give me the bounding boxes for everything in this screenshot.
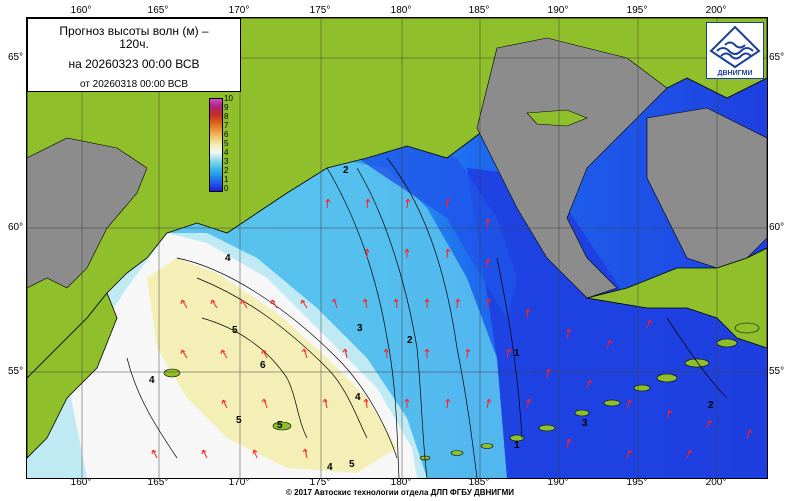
colorbar-tick: 3 <box>224 157 229 166</box>
lon-label-bottom: 160° <box>70 477 92 488</box>
land-alaska <box>586 247 767 349</box>
contour-label: 2 <box>407 335 413 346</box>
lon-label-bottom: 175° <box>309 477 331 488</box>
contour-label: 4 <box>225 253 231 264</box>
grid-lines <box>27 18 767 478</box>
title-forecast-date: на 20260323 00:00 ВСВ <box>68 57 200 71</box>
aleutian-islands <box>163 322 760 461</box>
contour-label-group: 4 5 6 5 4 3 2 1 1 2 3 2 4 5 5 4 <box>149 165 714 473</box>
lon-label-top: 190° <box>547 5 569 16</box>
lat-label-right: 65° <box>769 52 785 63</box>
lat-label-right: 55° <box>769 366 785 377</box>
map-canvas: 4 5 6 5 4 3 2 1 1 2 3 2 4 5 5 4 <box>27 18 767 478</box>
lon-label-bottom: 185° <box>468 477 490 488</box>
contour-label: 5 <box>277 420 283 431</box>
wave-height-colorbar <box>209 98 223 192</box>
lat-label-left: 60° <box>8 222 24 233</box>
contour-label: 5 <box>232 325 238 336</box>
logo-text: ДВНИГМИ <box>718 70 753 77</box>
contour-label: 3 <box>582 418 588 429</box>
sea-band-sand <box>147 258 397 473</box>
contour-label: 3 <box>357 323 363 334</box>
lon-label-bottom: 200° <box>705 477 727 488</box>
lon-label-top: 165° <box>147 5 169 16</box>
contour-label: 4 <box>327 462 333 473</box>
copyright-credit: © 2017 Автоскис технологии отдела ДЛП ФГ… <box>286 488 514 497</box>
contour-label: 4 <box>149 375 155 386</box>
colorbar-tick: 8 <box>224 112 229 121</box>
land-kamchatka <box>27 292 118 459</box>
lon-label-bottom: 180° <box>390 477 412 488</box>
colorbar-tick: 4 <box>224 148 229 157</box>
lon-label-top: 200° <box>705 5 727 16</box>
island-st-lawrence <box>526 109 588 127</box>
colorbar-tick: 2 <box>224 166 229 175</box>
colorbar-tick: 6 <box>224 130 229 139</box>
contour-label: 2 <box>708 400 714 411</box>
lon-label-top: 180° <box>390 5 412 16</box>
title-line1: Прогноз высоты волн (м) –120ч. <box>59 24 209 51</box>
colorbar-tick: 1 <box>224 175 229 184</box>
title-box: Прогноз высоты волн (м) –120ч. на 202603… <box>27 18 241 92</box>
colorbar-tick: 7 <box>224 121 229 130</box>
dvnigmi-logo-icon: ДВНИГМИ <box>706 22 764 79</box>
colorbar-tick: 5 <box>224 139 229 148</box>
contour-label: 5 <box>349 459 355 470</box>
lat-label-left: 55° <box>8 366 24 377</box>
lon-label-top: 175° <box>309 5 331 16</box>
contour-label: 2 <box>343 165 349 176</box>
contour-label: 1 <box>514 440 520 451</box>
ice-area-bering-north <box>476 37 668 299</box>
contour-label: 4 <box>355 392 361 403</box>
lon-label-top: 160° <box>70 5 92 16</box>
wave-direction-arrows <box>151 198 753 459</box>
wave-height-map[interactable]: 4 5 6 5 4 3 2 1 1 2 3 2 4 5 5 4 <box>26 17 768 479</box>
lat-label-left: 65° <box>8 52 24 63</box>
lon-label-top: 170° <box>228 5 250 16</box>
lon-label-bottom: 195° <box>626 477 648 488</box>
wave-contours <box>126 157 728 478</box>
title-issue-date: от 20260318 00:00 ВСВ <box>79 79 188 90</box>
contour-label: 1 <box>514 348 520 359</box>
contour-label: 6 <box>260 360 266 371</box>
sea-deep-north <box>357 143 517 318</box>
lon-label-top: 185° <box>468 5 490 16</box>
lon-label-top: 195° <box>626 5 648 16</box>
colorbar-tick: 10 <box>224 94 233 103</box>
lon-label-bottom: 170° <box>228 477 250 488</box>
colorbar-tick: 9 <box>224 103 229 112</box>
contour-label: 5 <box>236 415 242 426</box>
colorbar-tick: 0 <box>224 184 229 193</box>
lat-label-right: 60° <box>769 222 785 233</box>
lon-label-bottom: 190° <box>547 477 569 488</box>
lon-label-bottom: 165° <box>147 477 169 488</box>
